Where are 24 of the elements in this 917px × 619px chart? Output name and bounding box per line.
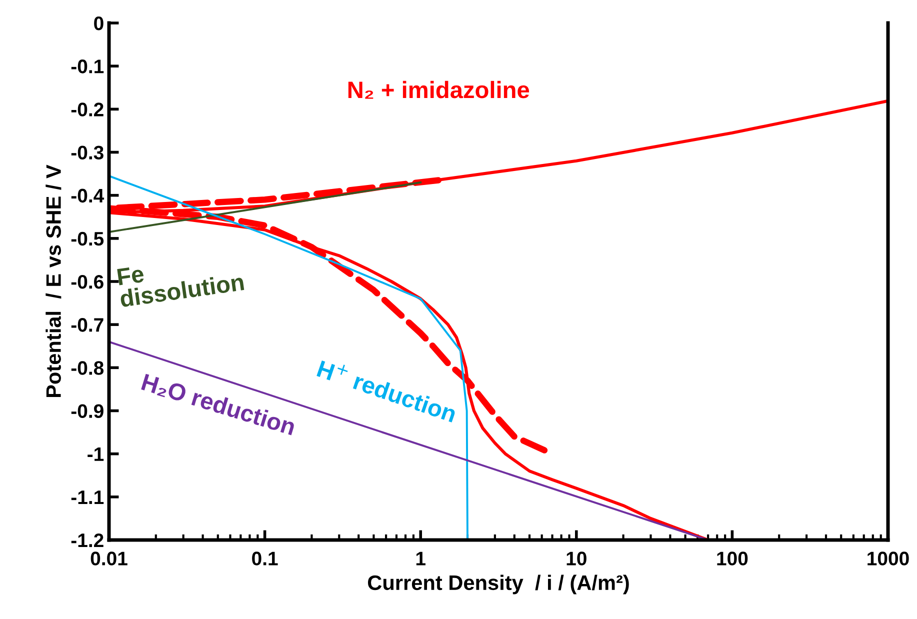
y-tick-label: -1.1 [71,490,104,504]
x-tick-label: 0.01 [90,552,128,566]
x-tick-label: 0.1 [252,552,278,566]
y-axis-title: Potential / E vs SHE / V [46,164,62,398]
y-tick-label: -0.3 [71,146,104,160]
y-tick-label: -0.7 [71,318,104,332]
x-tick-label: 100 [717,552,748,566]
y-tick-label: -0.1 [71,60,104,74]
x-tick-label: 1000 [868,552,909,566]
text: N₂ + imidazoline [348,80,530,99]
x-tick-label: 10 [566,552,586,566]
y-tick-label: -0.2 [71,102,104,116]
y-tick-label: -1 [88,448,104,461]
y-tick-label: -0.5 [71,232,104,246]
y-tick-label: -0.4 [71,188,104,203]
y-tick-label: -0.6 [71,274,104,289]
y-tick-label: -1.2 [71,533,104,548]
text: Fe dissolution [117,266,244,308]
y-tick-label: -0.8 [71,361,104,375]
y-tick-label: 0 [94,16,104,30]
y-tick-label: -0.9 [71,404,104,418]
x-tick-label: 1 [416,552,426,566]
x-axis-title: Current Density / i / (A/m²) [368,574,629,594]
text: H$^{+}$ reduction [316,358,458,423]
